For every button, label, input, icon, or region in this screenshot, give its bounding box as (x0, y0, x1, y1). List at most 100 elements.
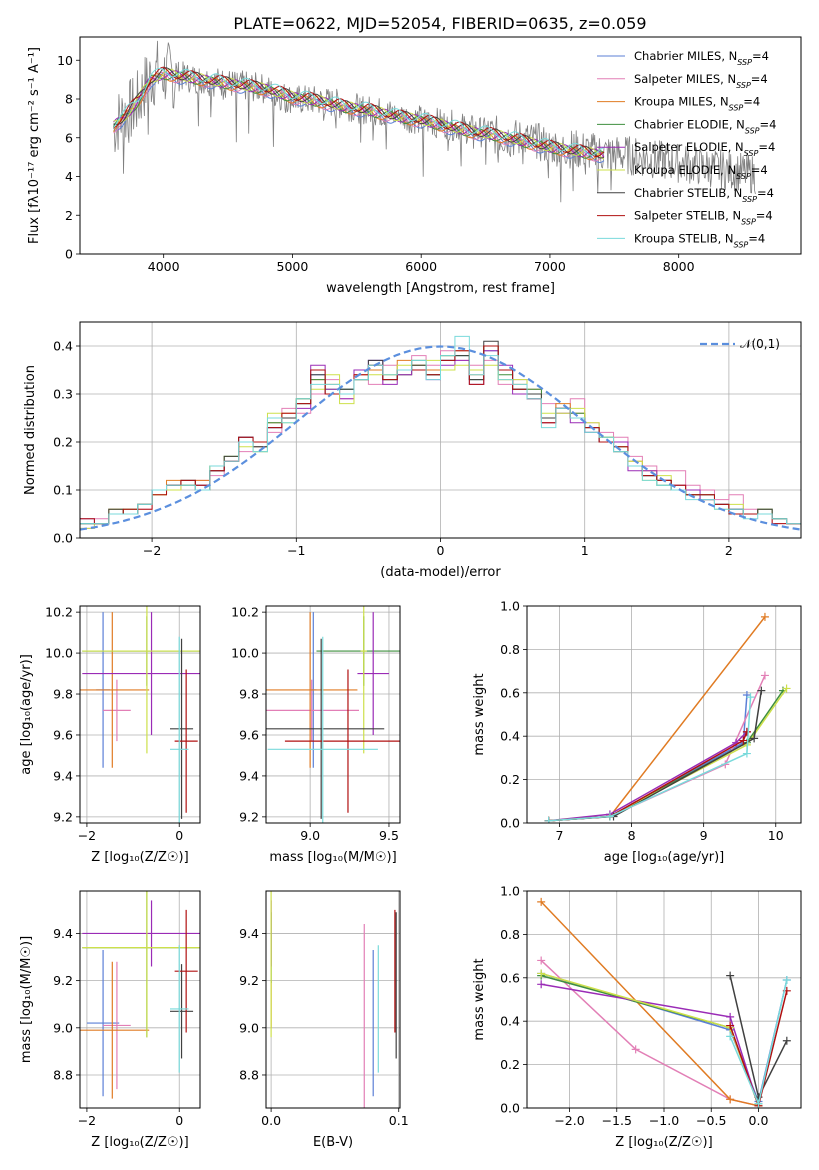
error-bar-point (80, 612, 150, 768)
weight-marker (726, 1021, 735, 1030)
weight-line (540, 901, 759, 1107)
error-bar-point (266, 612, 358, 768)
x-tick-label: −2 (78, 1113, 96, 1128)
legend-subscript: SSP (744, 149, 759, 158)
x-tick-label: 9.5 (379, 828, 399, 843)
weight-marker (782, 1036, 791, 1045)
legend-rest: =4 (757, 186, 774, 200)
legend-label: Kroupa STELIB, NSSP=4 (634, 231, 765, 249)
x-tick-label: 8 (628, 828, 636, 843)
legend-label: 𝒩(0,1) (740, 337, 780, 351)
x-tick-label: −2 (78, 828, 96, 843)
x-axis-label: Z [log₁₀(Z/Z☉)] (91, 850, 188, 865)
y-tick-label: 9.6 (239, 727, 259, 742)
x-tick-label: −1.0 (649, 1113, 679, 1128)
x-tick-label: 10 (768, 828, 784, 843)
plot-area (266, 606, 400, 823)
error-bar-point (82, 606, 200, 754)
weight-marker (537, 956, 546, 965)
panel-mass-vs-ebv: 0.0 0.1 8.8 9.0 9.2 9.4 E(B-V) (239, 890, 409, 1150)
x-axis-label: Z [log₁₀(Z/Z☉)] (615, 1135, 712, 1150)
axes-frame (265, 890, 401, 1109)
error-bar-point (174, 669, 198, 813)
y-axis-label: mass [log₁₀(M/M☉)] (19, 936, 34, 1063)
y-tick-label: 9.8 (53, 687, 73, 702)
y-tick-label: 2 (65, 208, 73, 223)
legend-label: Kroupa ELODIE, NSSP=4 (634, 163, 768, 181)
y-tick-label: 0.1 (53, 483, 73, 498)
error-bar-point (82, 891, 200, 1038)
weight-line (548, 731, 748, 822)
y-axis-label: Normed distribution (23, 365, 38, 495)
weight-marker (726, 1032, 735, 1041)
legend-rest: =4 (751, 72, 768, 86)
y-tick-label: 0.8 (500, 927, 520, 942)
model-spectrum-line (113, 66, 605, 158)
panel-spectrum: 4000 5000 6000 7000 8000 0 2 4 6 8 10 wavelength [A… (27, 36, 802, 296)
y-tick-label: 0.6 (500, 685, 520, 700)
y-tick-label: 0.0 (53, 531, 73, 546)
error-bar-point (267, 636, 378, 823)
y-axis-label: age [log₁₀(age/yr)] (19, 654, 34, 775)
legend-rest: =4 (760, 117, 777, 131)
legend-label: Chabrier STELIB, NSSP=4 (634, 186, 774, 204)
y-tick-label: 0.2 (500, 1057, 520, 1072)
model-spectrum-line (113, 68, 605, 156)
legend-subscript: SSP (742, 194, 757, 203)
axes-frame (79, 36, 802, 255)
y-tick-label: 9.2 (53, 809, 73, 824)
legend-label: Salpeter ELODIE, NSSP=4 (634, 140, 775, 158)
legend-subscript: SSP (741, 217, 756, 226)
y-tick-label: 0 (65, 247, 73, 262)
legend-rest: =4 (748, 231, 765, 245)
error-bar-point (82, 900, 200, 967)
legend-subscript: SSP (729, 103, 744, 112)
error-bar-point (103, 679, 131, 742)
error-bar-point (82, 612, 200, 735)
x-tick-label: −0.5 (696, 1113, 726, 1128)
x-tick-label: 0.1 (389, 1113, 409, 1128)
weight-marker (726, 1095, 735, 1104)
weight-line (540, 972, 760, 1107)
x-axis-label: wavelength [Angstrom, rest frame] (326, 281, 555, 296)
weight-marker (746, 693, 755, 702)
y-axis-label: Flux [fλ10⁻¹⁷ erg cm⁻² s⁻¹ A⁻¹] (27, 47, 42, 244)
error-bar-point (284, 669, 400, 813)
axes-frame (79, 321, 802, 539)
legend-label: Salpeter MILES, NSSP=4 (634, 72, 768, 90)
weight-line (541, 974, 760, 1104)
error-bar-point (266, 638, 385, 819)
y-tick-label: 1.0 (500, 599, 520, 614)
observed-spectrum-line (113, 40, 756, 203)
y-tick-label: 0.4 (500, 1014, 520, 1029)
x-tick-label: −1.5 (602, 1113, 632, 1128)
x-tick-label: 9 (700, 828, 708, 843)
plot-area (80, 335, 801, 538)
panel-residuals: −2 −1 0 1 2 0.0 0.1 0.2 0.3 0.4 (data-model)/error… (23, 321, 802, 580)
weight-line (548, 690, 784, 822)
error-bar-point (80, 961, 150, 1099)
error-bar-point (174, 909, 198, 1033)
weight-marker (739, 736, 748, 745)
y-tick-label: 6 (65, 130, 73, 145)
y-tick-label: 9.2 (239, 809, 259, 824)
y-tick-label: 0.2 (53, 435, 73, 450)
x-tick-label: 0.0 (261, 1113, 281, 1128)
x-tick-label: 7 (555, 828, 563, 843)
y-tick-label: 0.0 (500, 1101, 520, 1116)
y-tick-label: 0.6 (500, 970, 520, 985)
weight-marker (760, 612, 769, 621)
x-tick-label: 0 (437, 543, 445, 558)
panel-weight-vs-age: 7 8 9 10 0.0 0.2 0.4 0.6 0.8 1.0 age [log₁₀(age/yr… (472, 599, 802, 865)
weight-marker (757, 686, 766, 695)
legend: Chabrier MILES, NSSP=4 Salpeter MILES, NS… (597, 49, 776, 249)
error-bar-point (360, 606, 367, 754)
legend-label: Chabrier ELODIE, NSSP=4 (634, 117, 776, 135)
x-tick-label: 6000 (405, 259, 437, 274)
y-tick-label: 10.0 (45, 646, 73, 661)
weight-marker (537, 969, 546, 978)
error-bar-point (170, 638, 194, 819)
weight-marker (742, 749, 751, 758)
axes-frame (79, 890, 201, 1109)
axes-frame (79, 605, 201, 824)
